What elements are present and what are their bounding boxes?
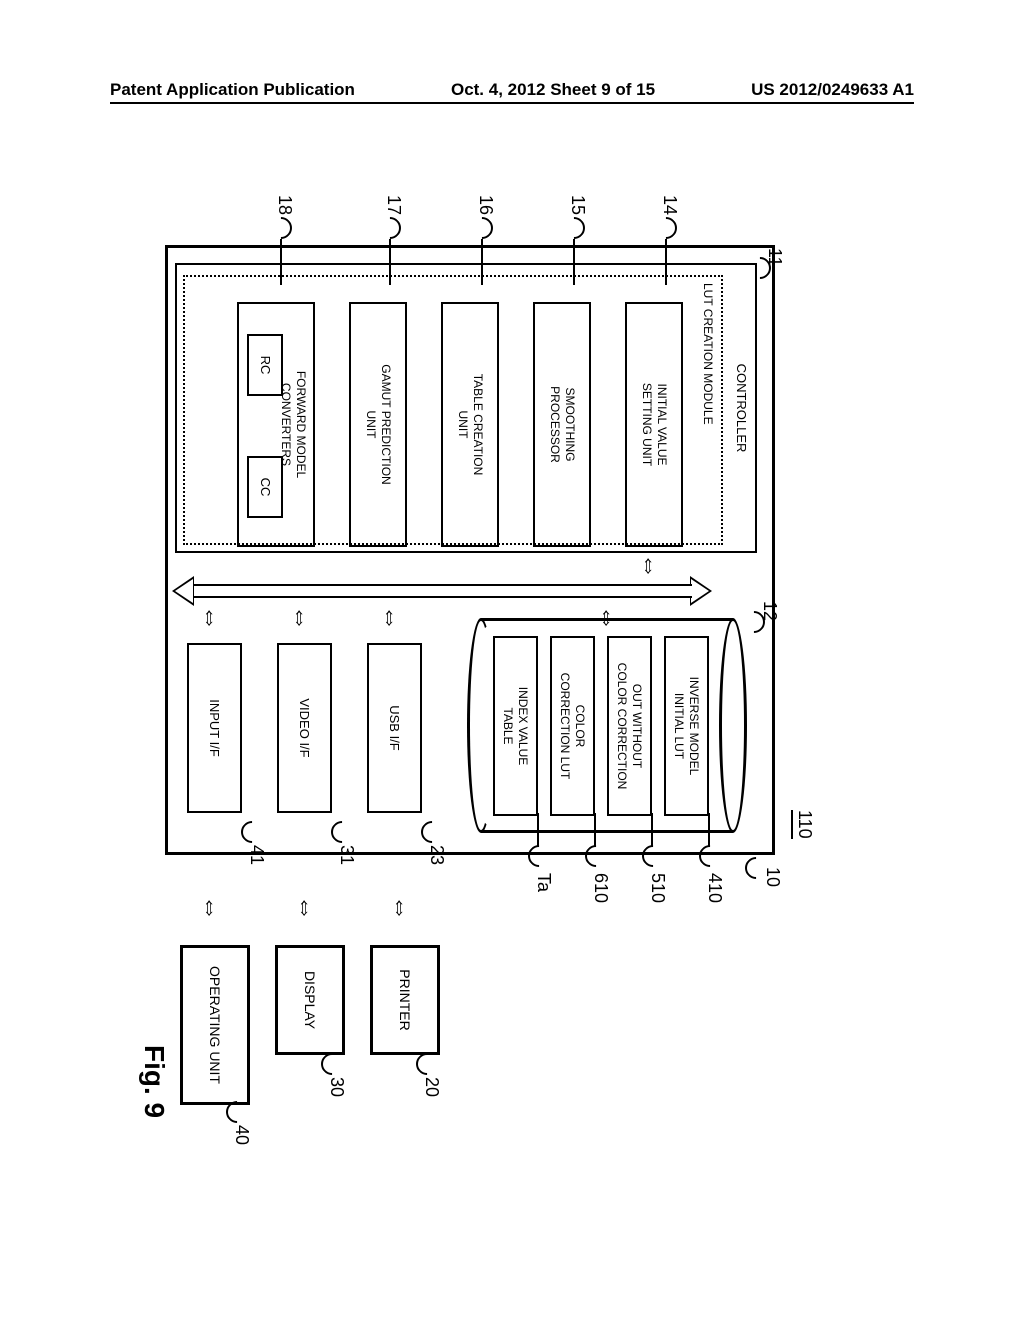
video-to-display-arrow: ⇔ xyxy=(294,895,320,921)
controller-to-bus-arrow: ⇔ xyxy=(638,553,664,579)
host-block: CONTROLLER LUT CREATION MODULE INITIAL V… xyxy=(165,245,775,855)
color-correction-lut: COLORCORRECTION LUT xyxy=(550,636,595,816)
header-center: Oct. 4, 2012 Sheet 9 of 15 xyxy=(451,80,655,100)
smoothing-processor: SMOOTHINGPROCESSOR xyxy=(533,302,591,547)
leader-line-18 xyxy=(280,239,282,285)
leader-line-410 xyxy=(708,813,710,847)
ref-display: 30 xyxy=(326,1077,347,1097)
table-creation-unit: TABLE CREATIONUNIT xyxy=(441,302,499,547)
index-value-table: INDEX VALUETABLE xyxy=(493,636,538,816)
leader-line-ta xyxy=(537,813,539,847)
ref-inverse-lut: 410 xyxy=(704,873,725,903)
forward-model-converters: FORWARD MODELCONVERTERS RC CC xyxy=(237,302,315,547)
leader-line-16 xyxy=(481,239,483,285)
controller-block: CONTROLLER LUT CREATION MODULE INITIAL V… xyxy=(175,263,757,553)
display-device: DISPLAY xyxy=(275,945,345,1055)
leader-line-15 xyxy=(573,239,575,285)
leader-line-14 xyxy=(665,239,667,285)
ref-smoothing: 15 xyxy=(567,195,588,215)
rc-block: RC xyxy=(247,334,283,396)
ref-gamut: 17 xyxy=(383,195,404,215)
bus-to-video-arrow: ⇔ xyxy=(289,605,315,631)
header-left: Patent Application Publication xyxy=(110,80,355,100)
printer-device: PRINTER xyxy=(370,945,440,1055)
header-right: US 2012/0249633 A1 xyxy=(751,80,914,100)
system-bus xyxy=(172,578,712,604)
storage-cylinder: INVERSE MODELINITIAL LUT OUT WITHOUTCOLO… xyxy=(467,618,747,833)
cc-block: CC xyxy=(247,456,283,518)
leader-line-510 xyxy=(651,813,653,847)
ref-video: 31 xyxy=(336,845,357,865)
figure-9-diagram: 110 CONTROLLER LUT CREATION MODULE INITI… xyxy=(135,185,835,1155)
lut-creation-module: LUT CREATION MODULE INITIAL VALUESETTING… xyxy=(183,275,723,545)
ref-input: 41 xyxy=(246,845,267,865)
usb-to-printer-arrow: ⇔ xyxy=(389,895,415,921)
module-title: LUT CREATION MODULE xyxy=(701,283,715,425)
out-without-color-correction: OUT WITHOUTCOLOR CORRECTION xyxy=(607,636,652,816)
ref-usb: 23 xyxy=(426,845,447,865)
ref-index-table: Ta xyxy=(533,873,554,892)
ref-operating: 40 xyxy=(231,1125,252,1145)
bus-to-usb-arrow: ⇔ xyxy=(379,605,405,631)
leader-line-17 xyxy=(389,239,391,285)
ref-system: 110 xyxy=(791,810,815,839)
header-rule xyxy=(110,102,914,104)
input-interface: INPUT I/F xyxy=(187,643,242,813)
ref-color-corr-lut: 610 xyxy=(590,873,611,903)
controller-title: CONTROLLER xyxy=(734,265,749,551)
video-interface: VIDEO I/F xyxy=(277,643,332,813)
initial-value-setting-unit: INITIAL VALUESETTING UNIT xyxy=(625,302,683,547)
bus-to-storage-arrow: ⇔ xyxy=(596,605,622,631)
figure-label: Fig. 9 xyxy=(138,1045,170,1118)
gamut-prediction-unit: GAMUT PREDICTIONUNIT xyxy=(349,302,407,547)
input-to-operating-arrow: ⇔ xyxy=(199,895,225,921)
ref-initial-value: 14 xyxy=(659,195,680,215)
operating-unit-device: OPERATING UNIT xyxy=(180,945,250,1105)
bus-to-input-arrow: ⇔ xyxy=(199,605,225,631)
usb-interface: USB I/F xyxy=(367,643,422,813)
leader-line-610 xyxy=(594,813,596,847)
ref-table-creation: 16 xyxy=(475,195,496,215)
ref-printer: 20 xyxy=(421,1077,442,1097)
ref-out-no-cc: 510 xyxy=(647,873,668,903)
ref-forward-model: 18 xyxy=(274,195,295,215)
inverse-model-initial-lut: INVERSE MODELINITIAL LUT xyxy=(664,636,709,816)
